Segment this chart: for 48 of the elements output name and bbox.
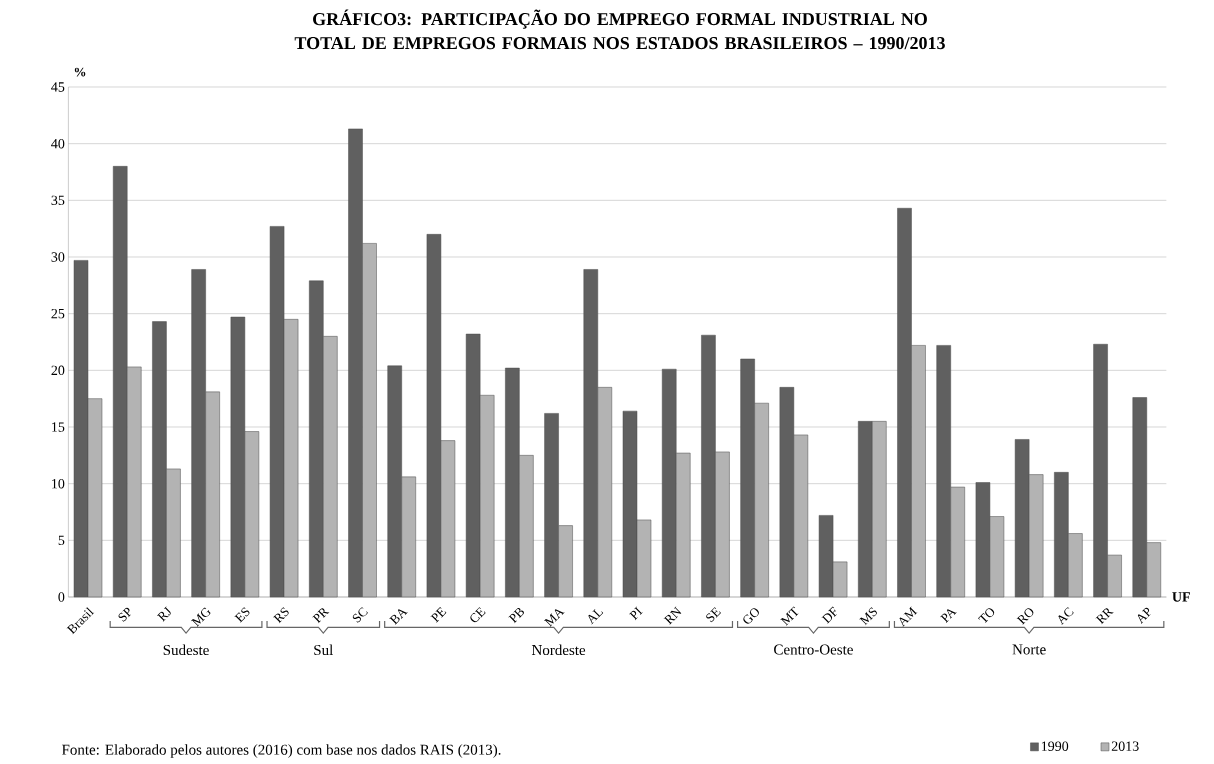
y-tick-label: 0 — [58, 592, 65, 602]
x-tick-label: PR — [312, 608, 330, 624]
text: Norte — [1012, 644, 1046, 655]
x-tick-label: AC — [1058, 607, 1074, 626]
x-tick-label: PB — [508, 608, 524, 624]
y-tick-label: 25 — [51, 308, 65, 319]
x-tick-label: ES — [234, 607, 250, 623]
x-tick-label: SC — [352, 607, 368, 623]
x-tick-label: RS — [273, 607, 289, 624]
x-tick-label: BA — [389, 609, 408, 625]
x-tick-label: MA — [544, 609, 565, 627]
x-tick-label: AM — [899, 606, 918, 628]
x-tick-label: PA — [940, 609, 957, 623]
x-tick-label: GO — [743, 608, 759, 624]
text: Centro-Oeste — [774, 644, 853, 655]
x-tick-label: PI — [629, 606, 643, 621]
x-tick-label: RJ — [156, 606, 171, 622]
x-tick-label: CE — [470, 607, 486, 623]
x-tick-label: SP — [118, 607, 132, 622]
y-tick-label: 45 — [51, 82, 65, 92]
y-axis-title: % — [74, 67, 86, 77]
text: Sudeste — [163, 644, 209, 656]
x-tick-label: AP — [1137, 607, 1151, 624]
x-tick-label: TO — [978, 608, 995, 624]
y-tick-label: 5 — [58, 535, 65, 545]
y-tick-label: 15 — [52, 422, 65, 432]
source-note: Fonte: Elaborado pelos autores (2016) com base nos dados RAIS (2013). — [61, 744, 501, 758]
text: Sul — [314, 644, 333, 656]
x-tick-label: SE — [706, 607, 721, 623]
y-tick-label: 35 — [51, 195, 65, 206]
x-tick-label: PE — [430, 607, 447, 623]
y-tick-label: 20 — [51, 365, 65, 376]
x-tick-label: MG — [191, 607, 211, 627]
y-tick-label: 10 — [52, 478, 65, 489]
x-tick-label: AL — [588, 609, 604, 625]
x-axis-title: UF — [1172, 592, 1190, 602]
x-tick-label: RO — [1016, 608, 1034, 625]
legend-label: 2013 — [1111, 741, 1139, 751]
x-tick-label: MS — [859, 607, 877, 626]
x-tick-label: DF — [821, 606, 837, 624]
x-tick-label: RN — [663, 606, 682, 625]
text: Nordeste — [531, 644, 586, 656]
x-tick-label: MT — [780, 606, 799, 626]
y-tick-label: 30 — [51, 252, 65, 262]
x-tick-label: RR — [1095, 608, 1114, 625]
chart-title: GRÁFICO3: PARTICIPAÇÃO DO EMPREGO FORMAL INDUSTRIAL NO TOTAL DE EMPREGOS FORMAIS NOS ESTADOS BRASILEIROS – 1990/2013 — [294, 9, 945, 50]
y-tick-label: 40 — [51, 138, 65, 149]
legend-label: 1990 — [1041, 741, 1069, 751]
